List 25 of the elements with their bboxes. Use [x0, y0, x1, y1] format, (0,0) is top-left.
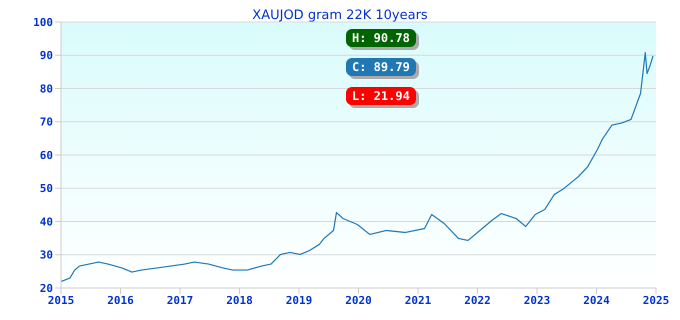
- y-tick-label: 60: [40, 148, 53, 162]
- y-tick-label: 40: [40, 215, 53, 228]
- y-tick-label: 50: [40, 182, 53, 196]
- line-series: [61, 52, 654, 282]
- x-tick-label: 2018: [226, 294, 253, 307]
- annotation: H: 90.78: [346, 29, 416, 47]
- y-tick-label: 20: [40, 282, 53, 295]
- x-tick-label: 2022: [464, 294, 491, 307]
- y-tick-label: 30: [40, 248, 53, 262]
- x-tick-label: 2020: [345, 294, 372, 307]
- x-tick-label: 2021: [404, 294, 432, 307]
- x-tick-label: 2025: [642, 294, 670, 307]
- x-tick-label: 2019: [286, 294, 312, 307]
- x-tick-label: 2024: [583, 294, 610, 307]
- x-tick-label: 2023: [524, 294, 550, 307]
- y-tick-label: 70: [40, 116, 53, 129]
- annotation: C: 89.79: [346, 58, 416, 76]
- y-tick-label: 100: [33, 16, 53, 29]
- y-tick-label: 90: [40, 49, 53, 62]
- x-tick-label: 2016: [107, 294, 134, 307]
- x-tick-label: 2015: [48, 294, 74, 307]
- x-tick-label: 2017: [166, 294, 194, 307]
- chart-title: XAUJOD gram 22K 10years: [252, 8, 428, 23]
- annotation: L: 21.94: [346, 87, 416, 105]
- y-tick-label: 80: [40, 82, 53, 96]
